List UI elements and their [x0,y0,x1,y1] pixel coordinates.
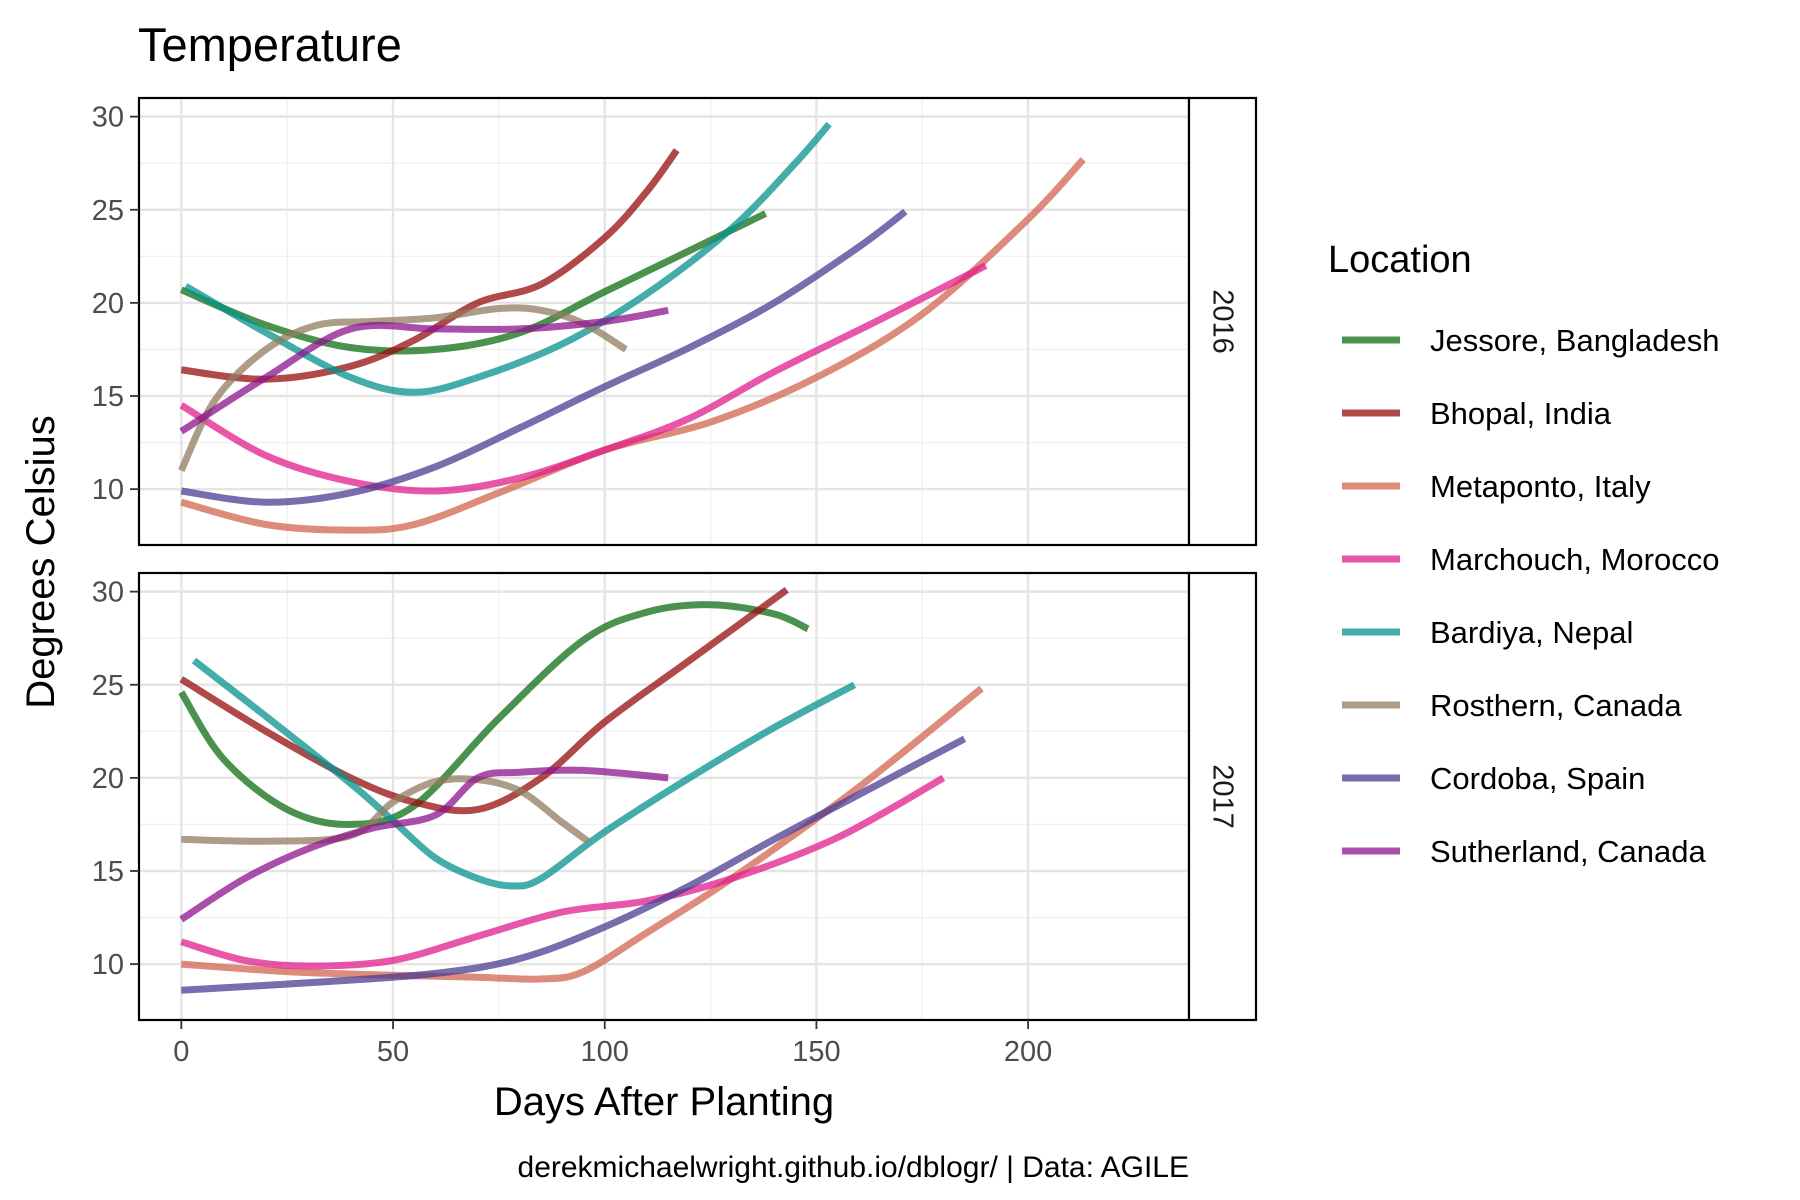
legend-item-marchouch-morocco: Marchouch, Morocco [1342,542,1719,577]
facet-panels: 2016 10 15 20 25 30 2017 10 15 20 25 30 0 50 100 150 200 [92,96,1258,1068]
legend-item-bhopal-india: Bhopal, India [1342,396,1612,431]
legend-item-rosthern-canada: Rosthern, Canada [1342,688,1682,723]
y-tick-label: 25 [92,670,124,702]
series-line-sutherland-canada-2017 [179,766,669,923]
legend-label: Metaponto, Italy [1430,469,1651,504]
y-tick-label: 15 [92,856,124,888]
x-tick-label: 200 [1004,1036,1052,1068]
facet-strip [1187,571,1258,1022]
x-axis-title: Days After Planting [494,1080,834,1124]
legend-item-metaponto-italy: Metaponto, Italy [1342,469,1651,504]
x-tick-label: 0 [173,1036,189,1068]
facet-strip [1187,96,1258,547]
caption: derekmichaelwright.github.io/dblogr/ | D… [518,1151,1189,1184]
facet-panel-2016: 2016 10 15 20 25 30 [92,96,1258,547]
y-tick-label: 30 [92,577,124,609]
legend-label: Bhopal, India [1430,396,1612,431]
series-group [178,586,984,994]
legend-item-sutherland-canada: Sutherland, Canada [1342,834,1707,869]
legend-item-bardiya-nepal: Bardiya, Nepal [1342,615,1633,650]
series-line-jessore-bangladesh-2016 [179,210,768,355]
legend-label: Cordoba, Spain [1430,761,1645,796]
facet-strip-label: 2017 [1207,764,1239,829]
x-tick-label: 100 [581,1036,629,1068]
y-tick-label: 30 [92,102,124,134]
series-line-bhopal-india-2016 [180,148,680,383]
y-axis-title: Degrees Celsius [19,415,63,708]
y-tick-label: 25 [92,195,124,227]
series-line-marchouch-morocco-2016 [179,262,988,495]
legend-label: Bardiya, Nepal [1430,615,1633,650]
y-tick-label: 10 [92,949,124,981]
series-line-sutherland-canada-2016 [179,306,669,435]
legend: Location Jessore, Bangladesh Bhopal, Indi… [1328,239,1720,869]
facet-panel-2017: 2017 10 15 20 25 30 0 50 100 150 200 [92,571,1258,1068]
series-group [178,121,1086,534]
y-tick-label: 15 [92,381,124,413]
legend-label: Jessore, Bangladesh [1430,323,1720,358]
series-line-cordoba-spain-2017 [181,735,967,994]
y-tick-label: 20 [92,763,124,795]
series-line-cordoba-spain-2016 [180,208,908,506]
series-line-marchouch-morocco-2017 [180,774,946,970]
y-tick-label: 20 [92,288,124,320]
series-line-bhopal-india-2017 [179,586,789,815]
series-line-bardiya-nepal-2017 [191,657,857,890]
x-tick-label: 150 [792,1036,840,1068]
series-line-rosthern-canada-2016 [178,304,628,473]
legend-label: Sutherland, Canada [1430,834,1707,869]
facet-strip-label: 2016 [1207,289,1239,354]
legend-label: Marchouch, Morocco [1430,542,1719,577]
legend-item-cordoba-spain: Cordoba, Spain [1342,761,1645,796]
legend-title: Location [1328,239,1472,281]
series-line-rosthern-canada-2017 [181,775,590,845]
series-line-jessore-bangladesh-2017 [178,601,810,828]
legend-item-jessore-bangladesh: Jessore, Bangladesh [1342,323,1720,358]
legend-label: Rosthern, Canada [1430,688,1682,723]
y-tick-label: 10 [92,474,124,506]
chart-title: Temperature [138,18,402,71]
x-tick-label: 50 [377,1036,409,1068]
